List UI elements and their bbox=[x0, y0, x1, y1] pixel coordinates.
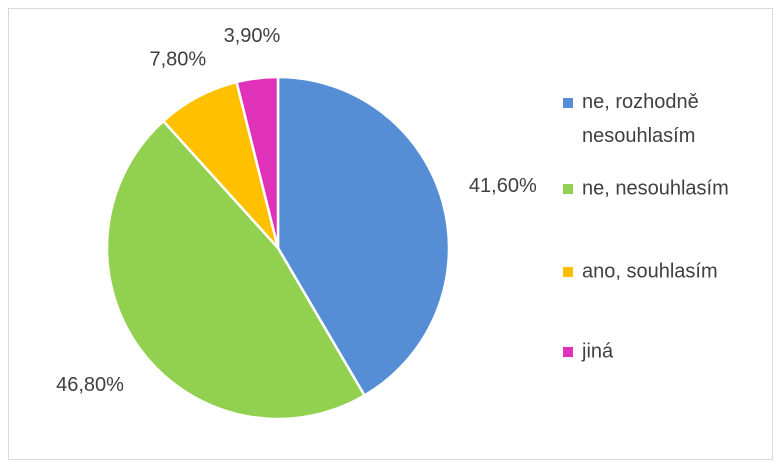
legend-label: jiná bbox=[581, 340, 614, 362]
legend-swatch bbox=[563, 267, 573, 277]
legend-label: ne, rozhodně nesouhlasím bbox=[582, 91, 704, 147]
pie-slice bbox=[235, 75, 280, 249]
legend-label: ano, souhlasím bbox=[582, 260, 718, 282]
data-label: 41,60% bbox=[469, 175, 537, 197]
legend-swatch bbox=[563, 347, 573, 357]
data-label: 7,80% bbox=[149, 48, 206, 70]
data-label: 3,90% bbox=[224, 25, 281, 47]
legend-swatch bbox=[563, 98, 573, 108]
pie-slice bbox=[105, 119, 367, 421]
legend-swatch bbox=[563, 184, 573, 194]
legend-label: ne, nesouhlasím bbox=[582, 177, 729, 199]
pie-slice bbox=[276, 75, 451, 398]
data-label: 46,80% bbox=[56, 374, 124, 396]
